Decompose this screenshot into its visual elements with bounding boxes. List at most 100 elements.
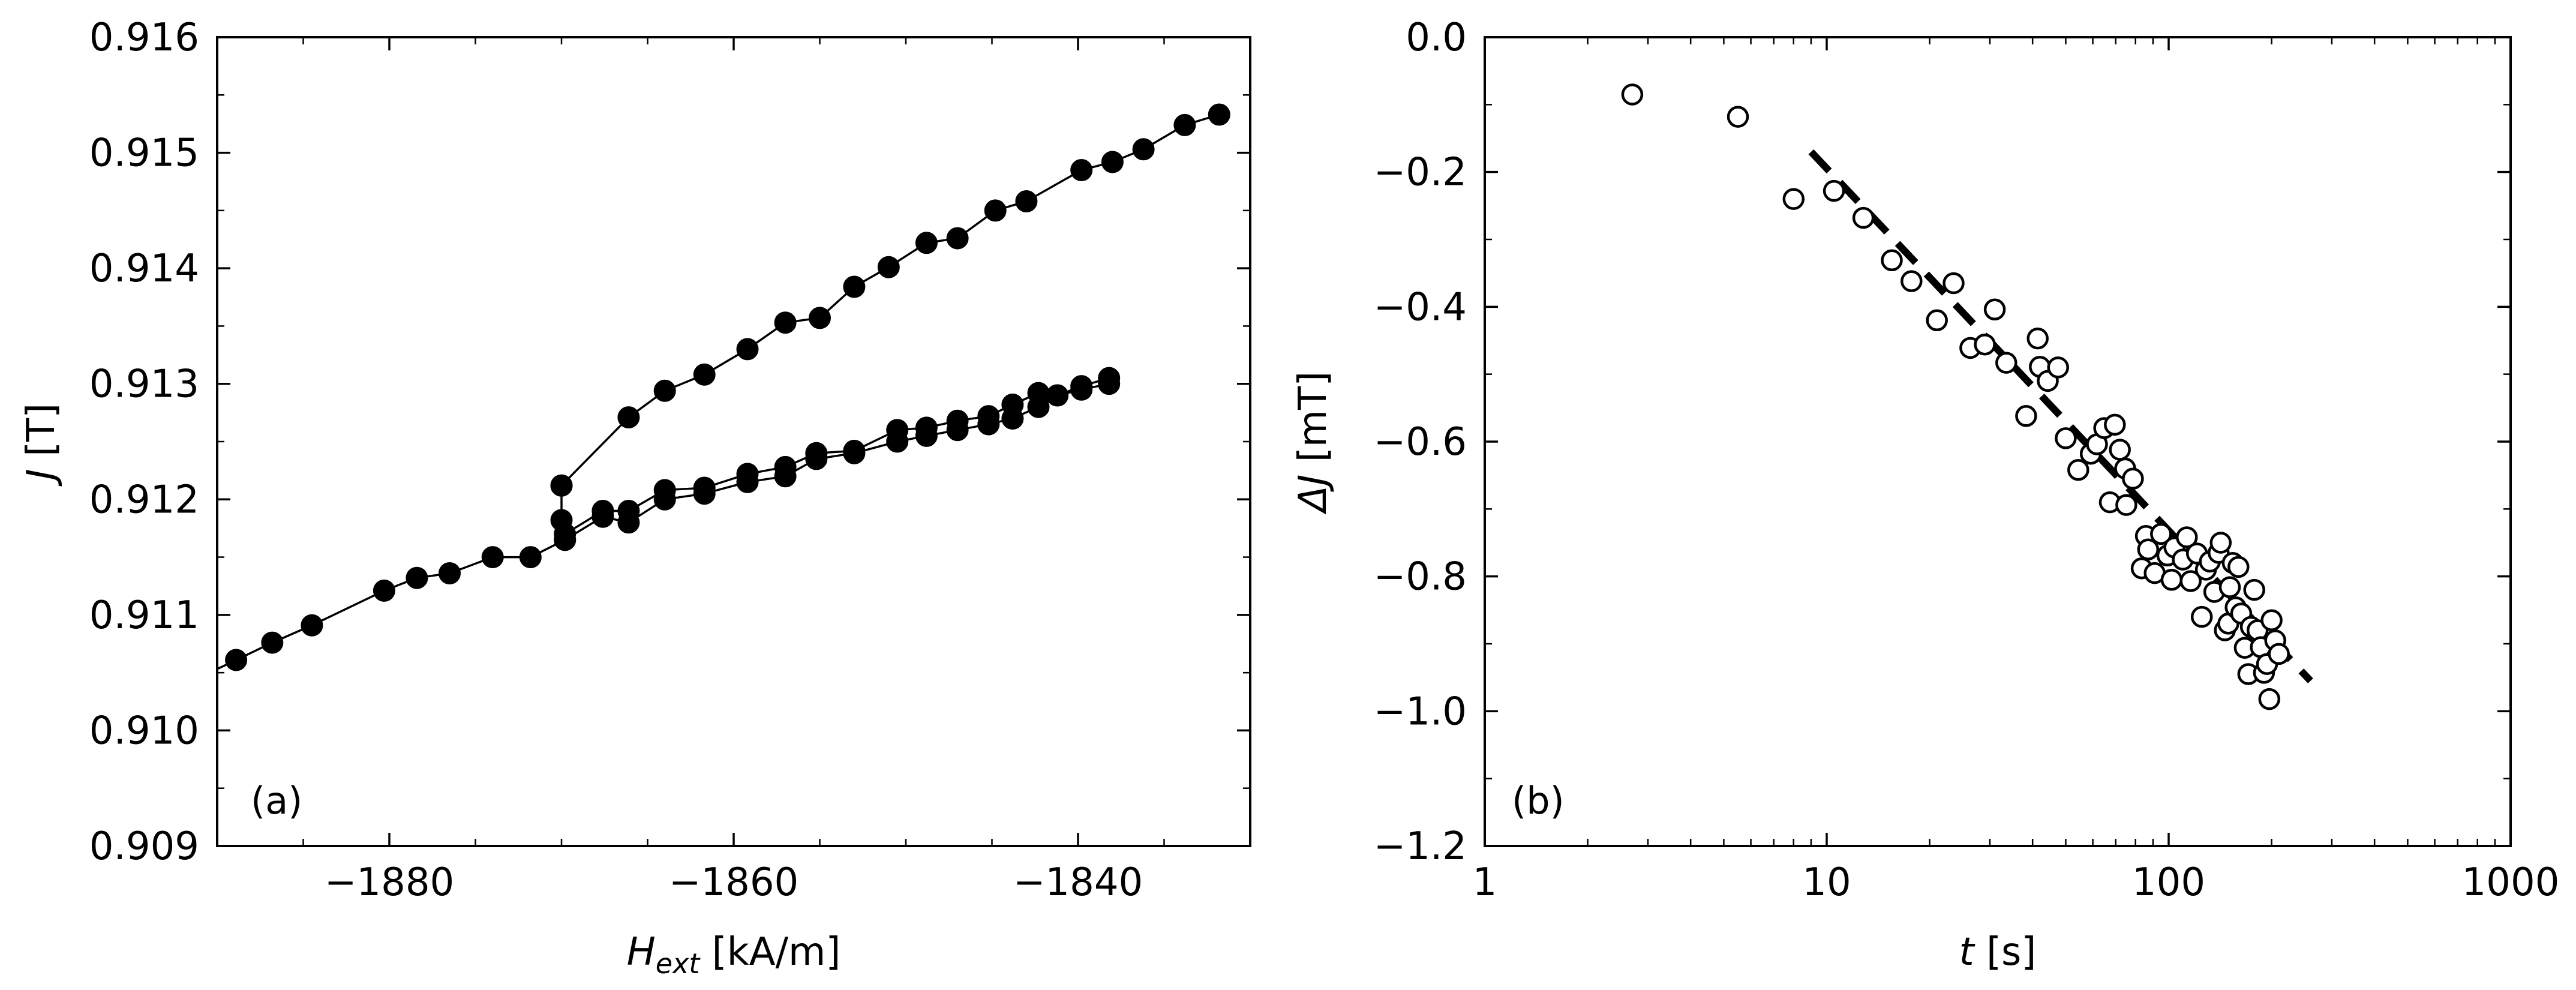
panel-a-x-tick-label: −1840 <box>1013 860 1143 905</box>
panel-a-data-point <box>617 406 640 429</box>
panel-b-data-point <box>2179 570 2202 592</box>
panel-a-data-point <box>915 416 938 439</box>
panel-a-data-point <box>805 442 828 464</box>
panel-b-data-point <box>2268 643 2290 665</box>
panel-b-data-point <box>2176 526 2198 548</box>
panel-b-data-point <box>1995 352 2017 374</box>
panel-a-y-tick-label: 0.916 <box>89 16 199 60</box>
panel-b-data-point <box>2258 688 2281 710</box>
panel-b-data-point <box>2218 576 2241 598</box>
panel-b-y-tick-labels: 0.0 −0.2 −0.4 −0.6 −0.8 −1.0 −1.2 <box>1374 16 1467 869</box>
panel-a-series-line-4 <box>217 539 566 671</box>
panel-b-x-tick-label: 100 <box>2132 860 2205 905</box>
panel-b-x-tick-label: 1000 <box>2462 860 2560 905</box>
panel-a-data-point <box>481 546 504 569</box>
panel-a-data-point <box>1101 151 1124 173</box>
panel-a-y-tick-label: 0.915 <box>89 131 199 176</box>
panel-a-data-point <box>1173 113 1196 136</box>
panel-a-data-point <box>406 566 428 589</box>
panel-a-data-point <box>261 631 284 654</box>
panel-b-y-tick-label: −0.8 <box>1374 555 1467 599</box>
panel-a-x-tick-label: −1880 <box>325 860 455 905</box>
panel-b-x-axis-label-unit: [s] <box>1974 930 2037 974</box>
panel-b: 1 10 100 1000 0.0 −0.2 −0.4 −0.6 −0.8 −1.0 −1.2 (… <box>1291 16 2559 974</box>
panel-a-frame <box>216 36 1251 847</box>
panel-a-data-point <box>946 409 969 432</box>
panel-a-data-point <box>877 256 900 278</box>
panel-b-data-point <box>2190 605 2213 628</box>
panel-a-data-point <box>1046 384 1069 407</box>
panel-b-data-point <box>1942 272 1965 295</box>
panel-b-data-point <box>2104 413 2126 436</box>
panel-b-y-tick-label: −0.4 <box>1374 285 1467 329</box>
panel-a-data-point <box>439 562 461 584</box>
panel-a-y-tick-label: 0.914 <box>89 247 199 291</box>
panel-b-label: (b) <box>1512 779 1565 823</box>
panel-a-y-axis-label: J [T] <box>19 403 64 487</box>
panel-a-y-tick-label: 0.909 <box>89 824 199 869</box>
panel-a-data-point <box>946 227 969 250</box>
panel-b-y-tick-label: −0.6 <box>1374 420 1467 464</box>
panel-a-data-point <box>1208 103 1230 126</box>
panel-a-data-point <box>617 500 640 522</box>
panel-a-data-point <box>225 649 248 671</box>
panel-a-label: (a) <box>251 779 302 823</box>
panel-b-data-point <box>2243 578 2265 601</box>
panel-b-data-point <box>2227 556 2250 578</box>
panel-b-data-point <box>1901 270 1923 292</box>
panel-a-data-point <box>550 474 573 497</box>
panel-b-data-point <box>2047 356 2069 379</box>
panel-b-x-axis-label: t [s] <box>1959 930 2037 974</box>
panel-a-data-point <box>1132 138 1155 161</box>
panel-b-data-point <box>2209 532 2232 554</box>
panel-a-data-point <box>809 307 831 329</box>
panel-a-data-point <box>886 419 909 442</box>
panel-b-data-point <box>2015 405 2037 427</box>
panel-a-data-points <box>225 103 1230 671</box>
panel-a-data-point <box>774 311 797 334</box>
panel-a-data-point <box>1001 393 1024 416</box>
panel-a-y-axis-label-unit: [T] <box>19 403 64 469</box>
panel-b-data-point <box>1823 179 1845 202</box>
panel-a-x-tick-labels: −1880 −1860 −1840 <box>325 860 1143 905</box>
panel-a-data-point <box>1070 375 1093 398</box>
panel-a-x-axis-label-unit: [kA/m] <box>699 930 840 974</box>
panel-a-x-axis-label-subscript: ext <box>656 947 701 980</box>
panel-b-x-tick-labels: 1 10 100 1000 <box>1473 860 2560 905</box>
panel-b-y-tick-label: −1.0 <box>1374 689 1467 734</box>
panel-b-data-point <box>2122 467 2144 490</box>
panel-b-data-points <box>1621 83 2290 710</box>
panel-a-data-point <box>592 500 614 522</box>
panel-b-y-tick-label: −0.2 <box>1374 151 1467 195</box>
panel-a-data-point <box>843 275 866 298</box>
panel-b-x-axis-label-symbol: t <box>1959 930 1976 974</box>
panel-b-data-point <box>2137 538 2160 560</box>
panel-a-data-point <box>301 614 323 637</box>
panel-b-data-point <box>2109 439 2131 461</box>
panel-a-data-point <box>915 232 938 254</box>
panel-a-data-point <box>1098 367 1121 389</box>
panel-b-data-point <box>1621 83 1644 106</box>
panel-b-y-tick-label: 0.0 <box>1406 16 1467 60</box>
panel-a-y-tick-label: 0.910 <box>89 709 199 753</box>
panel-a: −1880 −1860 −1840 0.909 0.910 0.911 0.912 0.91… <box>19 16 1251 980</box>
panel-b-x-tick-label: 10 <box>1802 860 1851 905</box>
panel-a-x-axis-label-symbol: H <box>627 930 656 974</box>
panel-b-data-point <box>1983 298 2006 321</box>
panel-a-data-point <box>1027 382 1050 404</box>
panel-a-data-point <box>554 529 577 551</box>
panel-b-data-point <box>2067 458 2089 481</box>
panel-a-y-tick-label: 0.911 <box>89 593 199 638</box>
panel-b-y-tick-label: −1.2 <box>1374 824 1467 869</box>
panel-a-y-tick-label: 0.912 <box>89 478 199 522</box>
panel-b-data-point <box>2160 569 2183 591</box>
panel-b-data-point <box>2026 327 2049 350</box>
panel-b-data-point <box>2055 427 2077 449</box>
panel-a-data-point <box>693 476 716 499</box>
panel-a-x-axis-label: Hext [kA/m] <box>627 930 841 980</box>
panel-b-y-axis-label-symbol: ΔJ <box>1291 475 1335 515</box>
panel-b-data-point <box>2150 523 2172 545</box>
panel-a-data-point <box>1070 159 1093 181</box>
panel-a-data-point <box>984 199 1007 222</box>
